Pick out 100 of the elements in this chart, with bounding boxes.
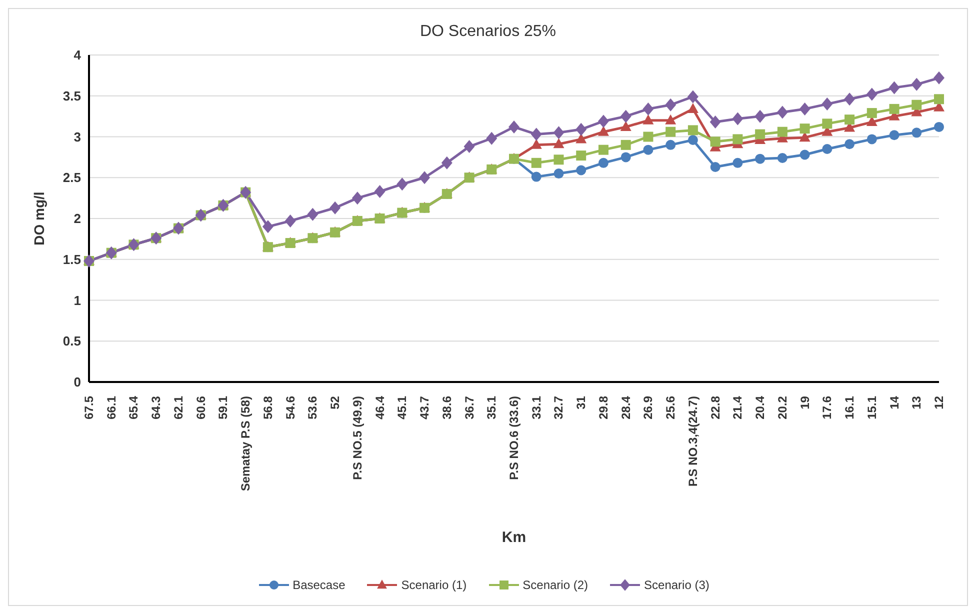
x-tick-label: 28.4 (618, 396, 633, 420)
y-tick-label: 0.5 (62, 334, 81, 349)
point (642, 102, 654, 116)
point (598, 158, 608, 168)
x-tick-label: 20.4 (753, 396, 768, 420)
x-tick-label: 56.8 (260, 396, 275, 420)
point (777, 126, 788, 137)
point (508, 120, 520, 134)
point (396, 178, 408, 191)
x-tick-label: Sematay P.S (58) (238, 396, 253, 492)
point (530, 128, 542, 141)
point (530, 138, 542, 149)
point (934, 94, 944, 104)
x-tick-label: 62.1 (171, 396, 186, 420)
point (710, 162, 720, 172)
x-tick-label: 15.1 (864, 396, 879, 420)
point (822, 118, 832, 129)
point (800, 124, 810, 134)
point (732, 158, 743, 168)
point (912, 128, 922, 138)
point (554, 154, 564, 165)
point (688, 125, 698, 136)
point (844, 114, 855, 125)
point (666, 140, 676, 150)
point (553, 126, 564, 140)
point (844, 139, 855, 150)
x-tick-label: P.S NO.6 (33.6) (507, 396, 521, 480)
x-tick-label: 60.6 (194, 396, 208, 420)
point (598, 114, 609, 128)
x-tick-label: 14 (887, 396, 902, 410)
x-tick-label: 54.6 (283, 396, 298, 420)
x-tick-label: 25.6 (664, 396, 678, 420)
point (665, 114, 676, 124)
point (934, 122, 944, 132)
point (776, 106, 788, 119)
x-tick-label: 20.2 (775, 396, 790, 420)
point (777, 153, 788, 164)
point (554, 168, 564, 179)
point (732, 134, 743, 144)
y-axis-title: DO mg/l (30, 192, 47, 246)
point (352, 192, 363, 205)
point (576, 165, 586, 176)
x-tick-label: P.S NO.5 (49.9) (350, 396, 364, 480)
point (755, 129, 766, 140)
point (576, 150, 586, 161)
x-tick-label: 31 (574, 396, 588, 410)
point (262, 220, 274, 234)
point (643, 132, 654, 142)
x-tick-label: 35.1 (484, 396, 499, 420)
point (866, 108, 877, 118)
y-tick-label: 3 (74, 129, 81, 144)
point (620, 120, 632, 131)
point (844, 92, 856, 106)
point (531, 158, 542, 168)
y-tick-label: 2 (74, 211, 81, 226)
point (576, 122, 587, 136)
point (598, 144, 608, 155)
x-axis-title: Km (502, 529, 526, 546)
point (687, 102, 698, 113)
x-tick-label: 36.7 (462, 396, 476, 420)
x-tick-label: 66.1 (104, 396, 118, 420)
point (755, 154, 766, 164)
y-tick-label: 2.5 (62, 170, 81, 186)
point (911, 78, 922, 91)
point (441, 156, 452, 170)
x-tick-label: 59.1 (216, 396, 230, 420)
point (665, 98, 676, 112)
point (800, 150, 810, 160)
x-tick-label: 29.8 (596, 396, 610, 420)
point (687, 90, 698, 104)
point (710, 116, 721, 129)
x-tick-label: 19 (798, 396, 812, 410)
point (598, 126, 609, 136)
point (620, 110, 632, 123)
point (284, 214, 296, 228)
point (688, 135, 698, 146)
point (531, 172, 542, 182)
point (888, 81, 900, 94)
point (822, 98, 833, 111)
point (642, 114, 654, 124)
legend-label: Scenario (2) (522, 578, 588, 592)
x-tick-label: 67.5 (82, 396, 96, 420)
x-tick-label: 38.6 (440, 396, 454, 420)
point (620, 140, 631, 150)
chart-title: DO Scenarios 25% (418, 22, 558, 42)
point (576, 133, 587, 144)
legend-label: Scenario (3) (643, 578, 710, 592)
point (419, 171, 430, 184)
point (374, 185, 386, 198)
legend-label: Scenario (1) (400, 578, 467, 592)
x-tick-label: 45.1 (395, 396, 410, 420)
x-tick-label: 46.4 (372, 396, 387, 420)
point (307, 208, 318, 221)
x-tick-label: 17.6 (820, 396, 834, 420)
x-tick-label: 26.9 (641, 396, 656, 420)
point (934, 71, 944, 84)
y-tick-label: 0 (74, 374, 81, 390)
point (912, 100, 922, 110)
x-tick-label: 22.8 (708, 396, 722, 420)
point (889, 104, 900, 114)
